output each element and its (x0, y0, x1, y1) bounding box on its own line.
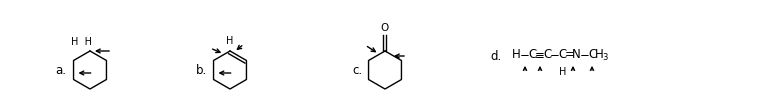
Text: −: − (520, 49, 530, 62)
Text: ≡: ≡ (535, 49, 545, 62)
Text: −: − (550, 49, 560, 62)
Text: C: C (528, 49, 537, 62)
Text: C: C (588, 49, 596, 62)
Text: d.: d. (490, 51, 501, 64)
Text: N: N (572, 49, 581, 62)
Text: H: H (559, 67, 567, 77)
Text: c.: c. (352, 64, 362, 77)
Text: O: O (381, 23, 389, 33)
Text: H: H (226, 36, 234, 46)
Text: =: = (565, 49, 575, 62)
Text: C: C (558, 49, 566, 62)
Text: −: − (580, 49, 590, 62)
Text: C: C (543, 49, 551, 62)
Text: a.: a. (55, 64, 66, 77)
Text: b.: b. (196, 64, 207, 77)
Text: H: H (512, 49, 521, 62)
Text: H: H (595, 49, 604, 62)
Text: 3: 3 (602, 52, 608, 62)
Text: H  H: H H (72, 37, 93, 47)
